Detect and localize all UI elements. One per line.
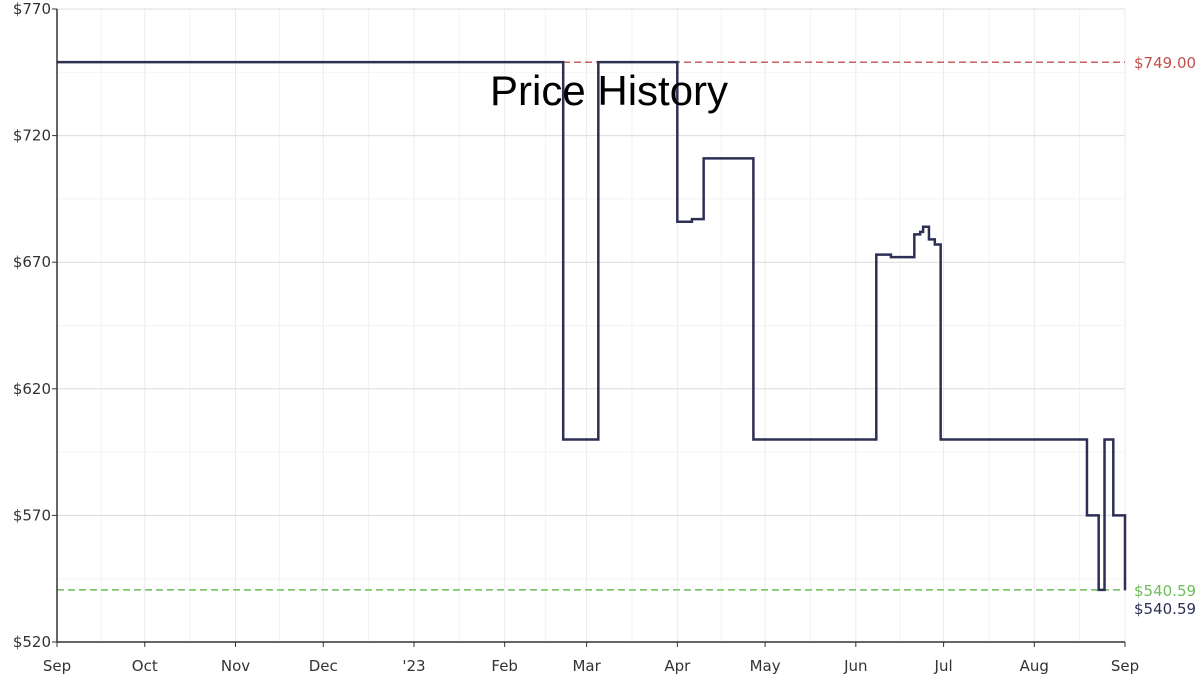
price-point (1086, 514, 1088, 517)
axes: $520 $570 $620 $670 $720 $770 Sep Oct Nov Dec '23 F… (13, 0, 1139, 675)
x-tick-label: Nov (221, 657, 250, 675)
label-layer: $749.00 $540.59$540.59 (1134, 54, 1196, 618)
x-tick-label: Mar (572, 657, 601, 675)
x-tick-label: Jun (843, 657, 867, 675)
y-tick-label: $570 (13, 506, 51, 524)
reference-line-label: $749.00 (1134, 54, 1196, 72)
x-tick-label: '23 (402, 657, 425, 675)
price-point (928, 238, 930, 241)
reference-line-label: $540.59 (1134, 582, 1196, 600)
price-point (1124, 589, 1126, 591)
price-point (562, 438, 565, 441)
price-point (919, 231, 921, 233)
price-point (56, 61, 58, 63)
price-point (691, 218, 693, 220)
x-tick-label: Sep (1111, 657, 1139, 675)
x-tick-label: Feb (491, 657, 518, 675)
x-tick-label: Apr (664, 657, 691, 675)
y-tick-label: $520 (13, 633, 51, 651)
series-layer (56, 60, 1127, 592)
price-point (1112, 514, 1115, 517)
price-point (702, 157, 705, 160)
x-tick-label: Sep (43, 657, 71, 675)
price-point (890, 256, 892, 258)
reference-lines (57, 61, 1125, 591)
price-point (752, 438, 755, 441)
y-tick-label: $770 (13, 0, 51, 18)
x-tick-label: Oct (132, 657, 158, 675)
y-tick-label: $620 (13, 380, 51, 398)
grid-layer (56, 8, 1126, 643)
current-price-label: $540.59 (1134, 600, 1196, 618)
price-point (875, 253, 878, 256)
price-point (922, 225, 924, 228)
chart-title: Price History (490, 67, 729, 114)
price-point (597, 61, 600, 63)
price-point (934, 243, 936, 246)
price-point (1097, 589, 1100, 591)
price-point (939, 438, 942, 441)
price-point (1103, 438, 1106, 441)
x-tick-label: Jul (934, 657, 953, 675)
price-point (676, 220, 679, 223)
x-tick-label: May (750, 657, 781, 675)
x-tick-label: Dec (309, 657, 338, 675)
y-tick-label: $670 (13, 253, 51, 271)
price-point (913, 233, 916, 236)
price-series-line (57, 60, 1127, 592)
x-tick-label: Aug (1020, 657, 1049, 675)
y-tick-label: $720 (13, 127, 51, 145)
